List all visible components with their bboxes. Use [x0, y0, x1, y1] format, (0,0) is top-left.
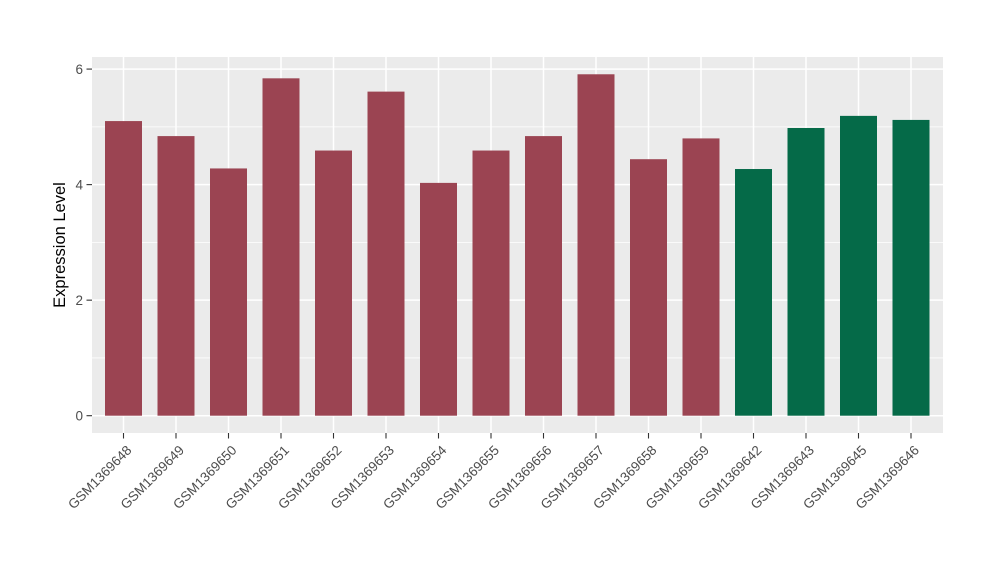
y-tick-label: 0 — [75, 408, 83, 423]
bar-GSM1369658 — [630, 159, 667, 416]
bar-GSM1369651 — [262, 78, 300, 416]
chart-generated-layer: 0246GSM1369648GSM1369649GSM1369650GSM136… — [65, 57, 943, 512]
y-tick-label: 4 — [75, 177, 83, 192]
bar-GSM1369645 — [840, 115, 877, 416]
bar-GSM1369649 — [157, 136, 195, 416]
bar-GSM1369654 — [420, 182, 457, 416]
bar-GSM1369657 — [577, 74, 615, 416]
bar-GSM1369642 — [735, 169, 772, 416]
y-tick-label: 2 — [75, 293, 83, 308]
bar-GSM1369648 — [105, 121, 142, 416]
bar-GSM1369656 — [525, 136, 562, 416]
y-axis-title: Expression Level — [51, 182, 69, 308]
bar-GSM1369655 — [472, 150, 510, 416]
bar-GSM1369643 — [787, 128, 825, 416]
bar-GSM1369659 — [682, 138, 720, 416]
bar-GSM1369652 — [315, 150, 352, 416]
y-tick-label: 6 — [75, 62, 83, 77]
bar-GSM1369653 — [367, 91, 405, 416]
bar-GSM1369650 — [210, 168, 247, 416]
bar-GSM1369646 — [892, 119, 930, 416]
